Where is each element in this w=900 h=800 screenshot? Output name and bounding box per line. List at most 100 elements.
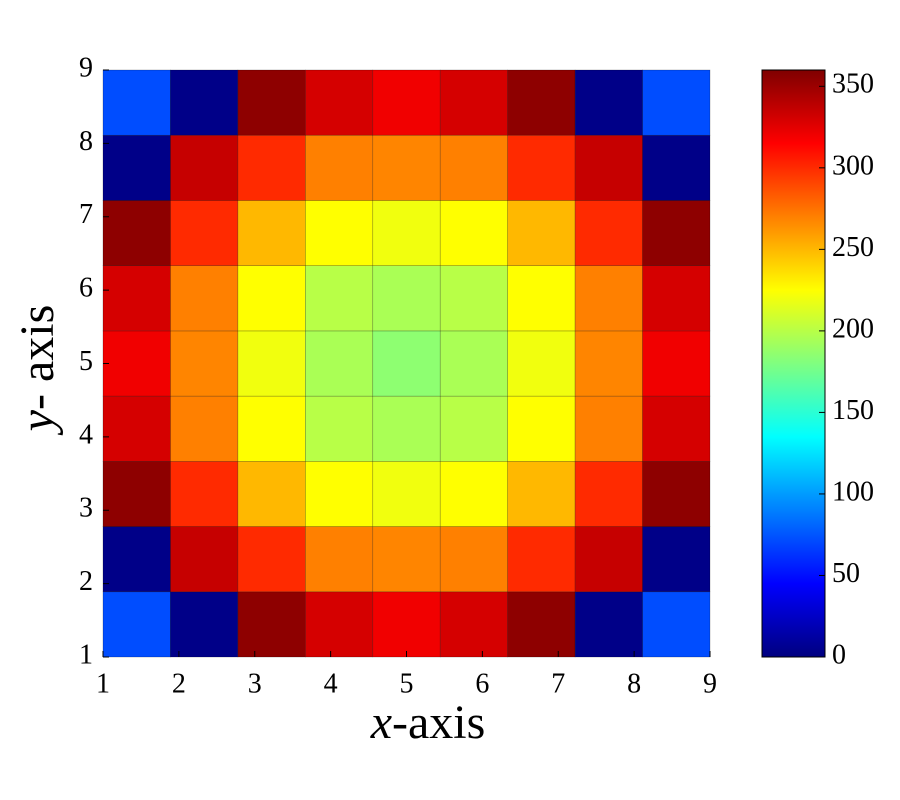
heatmap-cell: [507, 591, 576, 658]
heatmap-cell: [305, 265, 374, 332]
heatmap-cell: [574, 69, 643, 136]
heatmap-cell: [170, 330, 239, 397]
heatmap-cell: [305, 395, 374, 462]
heatmap-cell: [507, 265, 576, 332]
y-axis-label: y- axis: [11, 305, 64, 437]
heatmap-cell: [507, 200, 576, 266]
heatmap-cell: [102, 265, 171, 332]
heatmap-cell: [574, 395, 643, 462]
heatmap-cell: [237, 395, 306, 462]
heatmap-cell: [507, 330, 576, 397]
heatmap-cell: [102, 134, 171, 201]
heatmap-cell: [642, 330, 711, 397]
heatmap-cell: [372, 330, 441, 397]
x-tick-label: 5: [400, 668, 414, 699]
heatmap-cell: [305, 591, 374, 658]
heatmap-cell: [170, 134, 239, 201]
colorbar-tick-label: 300: [832, 150, 874, 181]
heatmap-cell: [237, 526, 306, 593]
colorbar-tick-label: 50: [832, 558, 860, 589]
y-tick-label: 4: [79, 419, 93, 450]
heatmap-cell: [305, 526, 374, 593]
heatmap-cell: [305, 461, 374, 527]
heatmap-cell: [305, 200, 374, 266]
heatmap-cell: [439, 591, 508, 658]
heatmap-cell: [237, 591, 306, 658]
heatmap-cell: [439, 265, 508, 332]
y-tick-label: 7: [79, 199, 93, 230]
x-tick-label: 8: [627, 668, 641, 699]
colorbar-tick-label: 150: [832, 395, 874, 426]
heatmap-cell: [439, 134, 508, 201]
heatmap-cell: [102, 395, 171, 462]
y-tick-label: 1: [79, 639, 93, 670]
x-tick-label: 4: [324, 668, 338, 699]
heatmap-cell: [642, 265, 711, 332]
heatmap-cell: [237, 69, 306, 136]
heatmap-cell: [439, 526, 508, 593]
colorbar-tick-label: 350: [832, 69, 874, 100]
heatmap-cell: [439, 330, 508, 397]
heatmap-cell: [170, 461, 239, 527]
heatmap-cell: [642, 461, 711, 527]
heatmap-cell: [170, 395, 239, 462]
heatmap-cell: [372, 134, 441, 201]
heatmap-cell: [237, 134, 306, 201]
heatmap-cell: [574, 134, 643, 201]
heatmap-cell: [372, 591, 441, 658]
heatmap-cell: [372, 526, 441, 593]
heatmap-cell: [102, 330, 171, 397]
heatmap-cell: [237, 265, 306, 332]
colorbar-tick-label: 0: [832, 639, 846, 670]
heatmap-cell: [102, 69, 171, 136]
heatmap-cell: [507, 526, 576, 593]
heatmap-cell: [574, 200, 643, 266]
heatmap-cell: [102, 526, 171, 593]
colorbar-tick-label: 100: [832, 476, 874, 507]
heatmap-cell: [642, 526, 711, 593]
y-tick-label: 2: [79, 566, 93, 597]
heatmap-cell: [102, 591, 171, 658]
heatmap-cell: [170, 526, 239, 593]
y-tick-label: 5: [79, 346, 93, 377]
x-tick-label: 9: [703, 668, 717, 699]
y-tick-label: 9: [79, 52, 93, 83]
heatmap-cell: [574, 461, 643, 527]
heatmap-cell: [170, 200, 239, 266]
x-tick-label: 1: [96, 668, 110, 699]
heatmap-cell: [102, 200, 171, 266]
heatmap-cell: [102, 461, 171, 527]
heatmap-cell: [642, 134, 711, 201]
heatmap-cell: [642, 395, 711, 462]
heatmap-cell: [439, 69, 508, 136]
heatmap-cell: [642, 69, 711, 136]
heatmap-cell: [372, 461, 441, 527]
heatmap-cell: [305, 134, 374, 201]
heatmap-cell: [170, 265, 239, 332]
heatmap-cell: [507, 134, 576, 201]
heatmap-cell: [642, 591, 711, 658]
heatmap-cell: [507, 395, 576, 462]
heatmap-cell: [372, 69, 441, 136]
heatmap-cell: [237, 330, 306, 397]
colorbar-tick-label: 250: [832, 232, 874, 263]
x-tick-label: 2: [172, 668, 186, 699]
y-tick-label: 6: [79, 273, 93, 304]
colorbar-tick-label: 200: [832, 313, 874, 344]
y-tick-label: 3: [79, 493, 93, 524]
x-tick-label: 3: [248, 668, 262, 699]
heatmap-cell: [574, 591, 643, 658]
heatmap-cell: [574, 526, 643, 593]
heatmap-cell: [574, 330, 643, 397]
heatmap-cell: [170, 591, 239, 658]
heatmap-cell: [305, 330, 374, 397]
x-tick-label: 7: [551, 668, 565, 699]
heatmap-cell: [507, 69, 576, 136]
heatmap-cell: [305, 69, 374, 136]
heatmap-cell: [507, 461, 576, 527]
colorbar: [761, 69, 826, 658]
heatmap-cell: [439, 200, 508, 266]
heatmap-cell: [642, 200, 711, 266]
x-axis-label: x-axis: [370, 696, 486, 749]
